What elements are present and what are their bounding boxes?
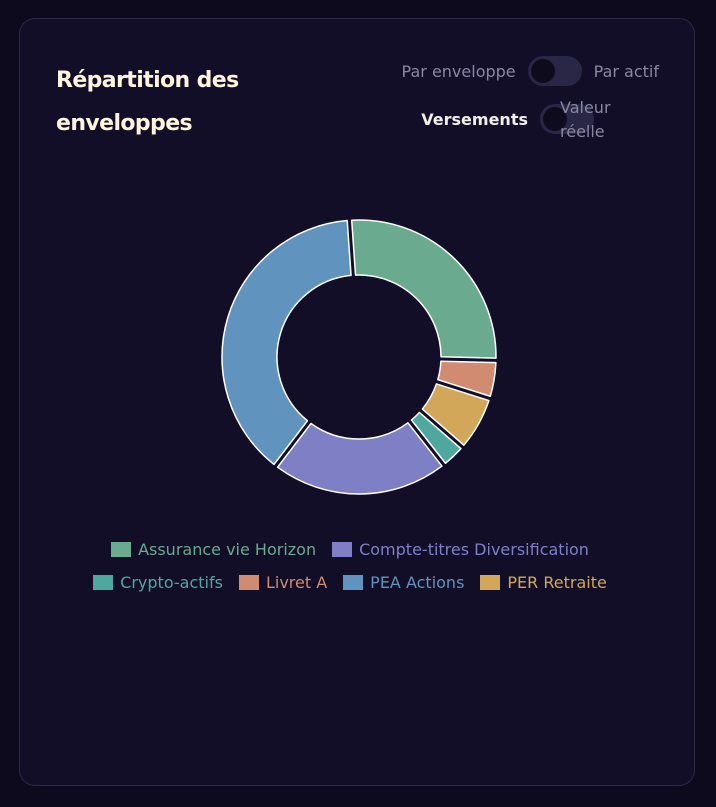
- chart-legend: Assurance vie Horizon Compte-titres Diver…: [20, 539, 680, 593]
- donut-slice-per-retraite[interactable]: [421, 383, 490, 446]
- card-title: Répartition des enveloppes: [56, 68, 239, 136]
- donut-slice-compte-titres-diversification[interactable]: [276, 422, 443, 495]
- legend-label: Crypto-actifs: [120, 573, 223, 592]
- legend-item-per-retraite[interactable]: PER Retraite: [480, 572, 607, 593]
- toggle-label-versements: Versements: [421, 109, 528, 129]
- toggle-label-par-enveloppe: Par enveloppe: [401, 61, 516, 81]
- view-mode-switch[interactable]: [527, 56, 582, 86]
- donut-slice-pea-actions[interactable]: [221, 219, 352, 466]
- value-mode-toggle-row: Versements: [421, 103, 606, 135]
- donut-slice-crypto-actifs[interactable]: [410, 411, 462, 465]
- legend-label: PER Retraite: [507, 573, 607, 592]
- switch-knob: [530, 59, 555, 83]
- legend-item-crypto-actifs[interactable]: Crypto-actifs: [93, 572, 223, 593]
- toggle-label-par-actif: Par actif: [593, 61, 659, 81]
- allocation-card: Répartition des enveloppes Par enveloppe…: [19, 18, 695, 786]
- legend-item-pea-actions[interactable]: PEA Actions: [343, 572, 464, 593]
- legend-label: PEA Actions: [370, 573, 465, 592]
- donut-slice-assurance-vie-horizon[interactable]: [350, 219, 497, 359]
- legend-swatch: [238, 575, 259, 590]
- legend-item-assurance-vie-horizon[interactable]: Assurance vie Horizon: [111, 539, 316, 560]
- value-mode-switch[interactable]: [540, 104, 594, 134]
- legend-swatch: [343, 575, 364, 590]
- toggle-label-valeur-reelle: Valeur réelle: [560, 96, 611, 144]
- toggle-label-reelle: réelle: [560, 122, 605, 141]
- legend-item-livret-a[interactable]: Livret A: [238, 572, 328, 593]
- legend-swatch: [480, 575, 501, 590]
- toggle-label-valeur: Valeur: [560, 98, 611, 117]
- legend-swatch: [111, 542, 132, 557]
- legend-label: Assurance vie Horizon: [138, 540, 317, 559]
- donut-chart: [221, 219, 497, 495]
- legend-label: Compte-titres Diversification: [359, 540, 589, 559]
- legend-swatch: [93, 575, 114, 590]
- switch-knob: [543, 107, 567, 131]
- view-mode-toggle-row: Par enveloppe Par actif: [402, 55, 659, 87]
- donut-slice-livret-a[interactable]: [437, 360, 497, 398]
- legend-swatch: [332, 542, 353, 557]
- legend-item-compte-titres-diversification[interactable]: Compte-titres Diversification: [332, 539, 589, 560]
- legend-label: Livret A: [265, 573, 328, 592]
